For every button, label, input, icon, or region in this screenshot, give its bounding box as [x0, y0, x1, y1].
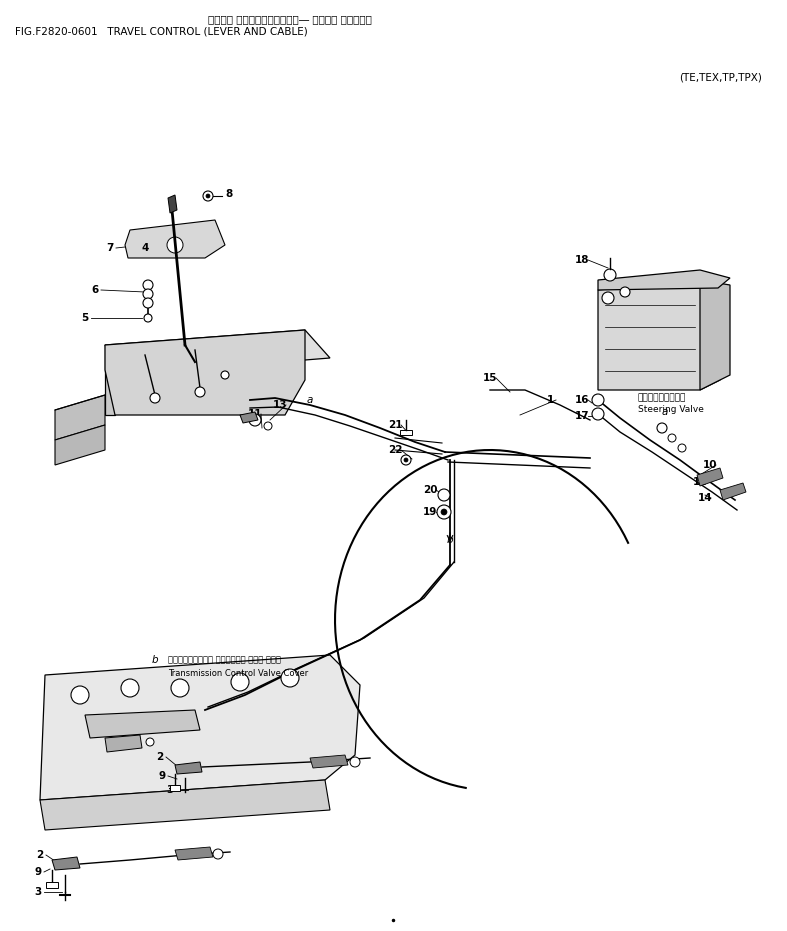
Polygon shape — [720, 483, 746, 500]
Polygon shape — [125, 220, 225, 258]
Text: 7: 7 — [106, 243, 113, 253]
Text: a: a — [662, 407, 668, 417]
Text: FIG.F2820-0601   TRAVEL CONTROL (LEVER AND CABLE): FIG.F2820-0601 TRAVEL CONTROL (LEVER AND… — [15, 26, 308, 36]
Text: 15: 15 — [482, 373, 497, 383]
Circle shape — [602, 292, 614, 304]
Polygon shape — [85, 710, 200, 738]
Circle shape — [604, 269, 616, 281]
Text: 16: 16 — [575, 395, 589, 405]
Polygon shape — [700, 280, 730, 390]
Text: 5: 5 — [81, 313, 89, 323]
Circle shape — [144, 314, 152, 322]
Text: b: b — [447, 535, 453, 545]
Circle shape — [592, 408, 604, 420]
Polygon shape — [105, 330, 330, 370]
Polygon shape — [105, 735, 142, 752]
Text: Transmission Control Valve Cover: Transmission Control Valve Cover — [168, 668, 309, 678]
Circle shape — [195, 387, 205, 397]
Circle shape — [143, 289, 153, 299]
Text: トランスミッション コントロール バルブ カバー: トランスミッション コントロール バルブ カバー — [168, 655, 281, 665]
Circle shape — [441, 509, 447, 515]
Polygon shape — [55, 395, 105, 440]
Polygon shape — [40, 780, 330, 830]
Polygon shape — [175, 762, 202, 774]
Text: 2: 2 — [157, 752, 164, 762]
Circle shape — [143, 298, 153, 308]
Polygon shape — [598, 280, 720, 390]
Text: 22: 22 — [388, 445, 402, 455]
Text: 14: 14 — [698, 493, 712, 503]
Text: 4: 4 — [142, 243, 149, 253]
Text: 17: 17 — [575, 411, 589, 421]
Text: 21: 21 — [388, 420, 402, 430]
Circle shape — [678, 444, 686, 452]
Polygon shape — [598, 270, 730, 290]
Text: (TE,TEX,TP,TPX): (TE,TEX,TP,TPX) — [679, 72, 762, 82]
Text: 1: 1 — [546, 395, 553, 405]
Text: 2: 2 — [36, 850, 43, 860]
Circle shape — [592, 394, 604, 406]
Circle shape — [213, 849, 223, 859]
Circle shape — [249, 414, 261, 426]
Polygon shape — [240, 412, 258, 423]
Circle shape — [167, 237, 183, 253]
Polygon shape — [52, 857, 80, 870]
Text: 19: 19 — [423, 507, 438, 517]
Circle shape — [620, 287, 630, 297]
Circle shape — [657, 423, 667, 433]
Bar — [400, 430, 412, 435]
Text: 12: 12 — [693, 477, 708, 487]
Polygon shape — [40, 655, 360, 800]
Bar — [46, 882, 58, 888]
Bar — [170, 785, 180, 791]
Circle shape — [438, 489, 450, 501]
Text: 20: 20 — [423, 485, 438, 495]
Circle shape — [203, 191, 213, 201]
Text: 11: 11 — [248, 409, 262, 419]
Text: 8: 8 — [225, 189, 233, 199]
Circle shape — [231, 673, 249, 691]
Polygon shape — [105, 345, 115, 415]
Text: Steering Valve: Steering Valve — [638, 406, 704, 414]
Polygon shape — [310, 755, 348, 768]
Text: b: b — [152, 655, 158, 665]
Text: 9: 9 — [158, 771, 165, 781]
Polygon shape — [168, 195, 177, 213]
Text: 9: 9 — [35, 867, 42, 877]
Circle shape — [401, 455, 411, 465]
Circle shape — [206, 194, 210, 198]
Polygon shape — [55, 425, 105, 465]
Circle shape — [121, 679, 139, 697]
Text: 3: 3 — [166, 785, 174, 795]
Circle shape — [143, 280, 153, 290]
Text: 13: 13 — [273, 400, 287, 410]
Polygon shape — [105, 330, 305, 415]
Circle shape — [668, 434, 676, 442]
Circle shape — [221, 371, 229, 379]
Text: ソウコウ コントロール（レバー― オヨビ・ ケーブル）: ソウコウ コントロール（レバー― オヨビ・ ケーブル） — [208, 14, 372, 24]
Circle shape — [404, 458, 408, 462]
Circle shape — [146, 738, 154, 746]
Text: 10: 10 — [703, 460, 717, 470]
Polygon shape — [175, 847, 213, 860]
Polygon shape — [697, 468, 723, 486]
Circle shape — [350, 757, 360, 767]
Text: ステアリングバルブ: ステアリングバルブ — [638, 394, 686, 402]
Text: 6: 6 — [91, 285, 98, 295]
Text: a: a — [307, 395, 313, 405]
Circle shape — [71, 686, 89, 704]
Circle shape — [437, 505, 451, 519]
Circle shape — [264, 422, 272, 430]
Text: 18: 18 — [575, 255, 589, 265]
Circle shape — [171, 679, 189, 697]
Circle shape — [150, 393, 160, 403]
Circle shape — [281, 669, 299, 687]
Text: 3: 3 — [35, 887, 42, 897]
